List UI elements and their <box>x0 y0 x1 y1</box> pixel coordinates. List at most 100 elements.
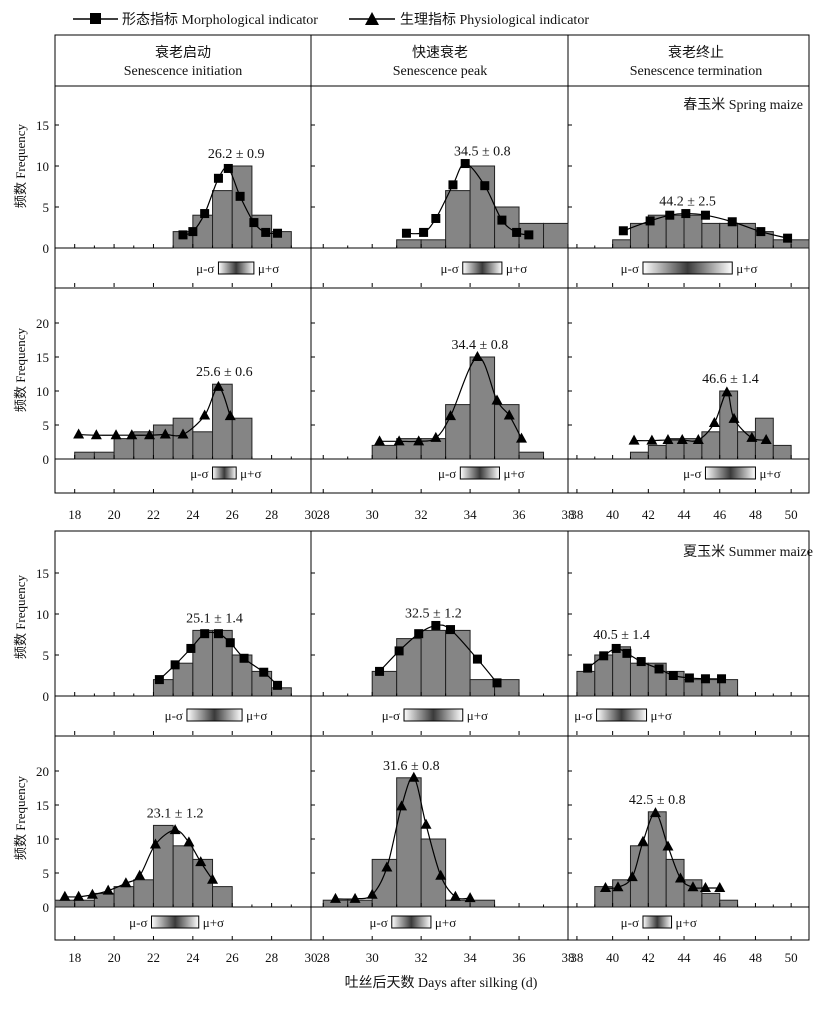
bar <box>371 444 398 460</box>
marker-square <box>259 667 269 677</box>
bar <box>543 222 569 249</box>
marker-triangle <box>134 869 146 880</box>
bar <box>231 417 253 460</box>
mean-label: 40.5 ± 1.4 <box>593 628 650 643</box>
y-tick-label: 10 <box>36 832 49 847</box>
x-tick-label: 38 <box>562 507 575 522</box>
bar <box>629 451 649 460</box>
y-axis-label-1: 频数 Frequency <box>13 123 28 208</box>
x-tick-label: 22 <box>147 507 160 522</box>
x-tick-label: 20 <box>108 950 121 965</box>
panel-spring-physiological-2: 46.6 ± 1.4 μ-σ μ+σ 38 40 42 44 46 48 50 <box>568 322 809 522</box>
column-header-cn-1: 快速衰老 <box>412 44 468 61</box>
bar <box>719 679 739 697</box>
mean-label: 46.6 ± 1.4 <box>702 372 759 387</box>
bar <box>647 811 667 908</box>
x-axis-label: 吐丝后天数 Days after silking (d) <box>345 975 538 991</box>
x-tick-label: 50 <box>785 950 798 965</box>
sigma-plus-label: μ+σ <box>759 466 780 481</box>
marker-triangle <box>626 871 638 882</box>
marker-square <box>186 643 196 653</box>
marker-triangle <box>491 394 503 405</box>
mean-label: 32.5 ± 1.2 <box>405 606 462 621</box>
marker-triangle <box>649 807 661 818</box>
marker-square <box>611 643 621 653</box>
bar <box>469 165 496 249</box>
marker-triangle <box>159 428 171 439</box>
sigma-minus-label: μ-σ <box>683 466 701 481</box>
marker-square <box>480 181 490 191</box>
marker-square <box>200 209 210 219</box>
x-tick-label: 18 <box>68 950 81 965</box>
y-tick-label: 0 <box>43 452 50 467</box>
bar <box>683 214 703 249</box>
marker-square <box>472 654 482 664</box>
sigma-minus-label: μ-σ <box>190 466 208 481</box>
y-tick-label: 15 <box>36 566 49 581</box>
x-tick-label: 48 <box>749 950 762 965</box>
marker-square <box>419 227 429 237</box>
marker-triangle <box>149 838 161 849</box>
marker-triangle <box>169 824 181 835</box>
sigma-plus-label: μ+σ <box>676 915 697 930</box>
x-tick-label: 44 <box>678 507 692 522</box>
mean-label: 44.2 ± 2.5 <box>659 195 716 210</box>
sigma-plus-label: μ+σ <box>736 261 757 276</box>
x-tick-label: 42 <box>642 507 655 522</box>
sigma-minus-label: μ-σ <box>382 708 400 723</box>
bar <box>113 438 135 460</box>
column-header-en-0: Senescence initiation <box>124 64 243 79</box>
bar <box>420 629 447 697</box>
bar <box>469 356 496 460</box>
marker-triangle <box>449 890 461 901</box>
x-tick-label: 28 <box>265 507 278 522</box>
mean-label: 31.6 ± 0.8 <box>383 759 440 774</box>
y-axis-label-2: 频数 Frequency <box>13 327 28 412</box>
bar <box>212 886 233 908</box>
panel-summer-morphological-0: 0 5 10 15 25.1 ± 1.4 μ-σ μ+σ <box>36 566 312 735</box>
spring-block-frame <box>54 85 810 494</box>
marker-triangle <box>224 410 236 421</box>
marker-square <box>394 646 404 656</box>
sigma-box <box>596 708 648 722</box>
marker-triangle <box>692 433 704 444</box>
marker-square <box>645 216 655 226</box>
marker-triangle <box>646 434 658 445</box>
marker-square <box>273 680 283 690</box>
marker-triangle <box>126 429 138 440</box>
marker-triangle <box>464 892 476 903</box>
marker-square <box>622 648 632 658</box>
fit-line <box>634 391 767 442</box>
marker-triangle <box>212 380 224 391</box>
sigma-minus-label: μ-σ <box>621 915 639 930</box>
marker-triangle <box>177 428 189 439</box>
bar <box>212 383 233 460</box>
sigma-minus-label: μ-σ <box>574 708 592 723</box>
x-tick-label: 36 <box>513 950 527 965</box>
x-tick-label: 40 <box>606 950 619 965</box>
marker-square <box>213 173 223 183</box>
bar <box>93 451 115 460</box>
y-tick-label: 5 <box>43 418 50 433</box>
marker-square <box>583 663 593 673</box>
x-tick-label: 48 <box>749 507 762 522</box>
y-tick-label: 5 <box>43 200 50 215</box>
x-tick-label: 28 <box>317 950 330 965</box>
y-tick-label: 15 <box>36 798 49 813</box>
x-tick-label: 30 <box>366 950 379 965</box>
sigma-plus-label: μ+σ <box>246 708 267 723</box>
marker-square <box>636 657 646 667</box>
marker-square <box>512 227 522 237</box>
sigma-box <box>459 466 500 480</box>
marker-square <box>261 227 271 237</box>
bar <box>192 629 214 697</box>
bar <box>445 629 471 697</box>
bar <box>396 239 422 249</box>
sigma-box <box>217 261 255 275</box>
x-tick-label: 46 <box>713 507 727 522</box>
marker-triangle <box>90 429 102 440</box>
marker-triangle <box>676 433 688 444</box>
column-header-en-1: Senescence peak <box>393 64 487 79</box>
x-tick-label: 44 <box>678 950 692 965</box>
panel-summer-physiological-2: 42.5 ± 0.8 μ-σ μ+σ 38 40 42 44 46 48 50 <box>568 770 809 965</box>
